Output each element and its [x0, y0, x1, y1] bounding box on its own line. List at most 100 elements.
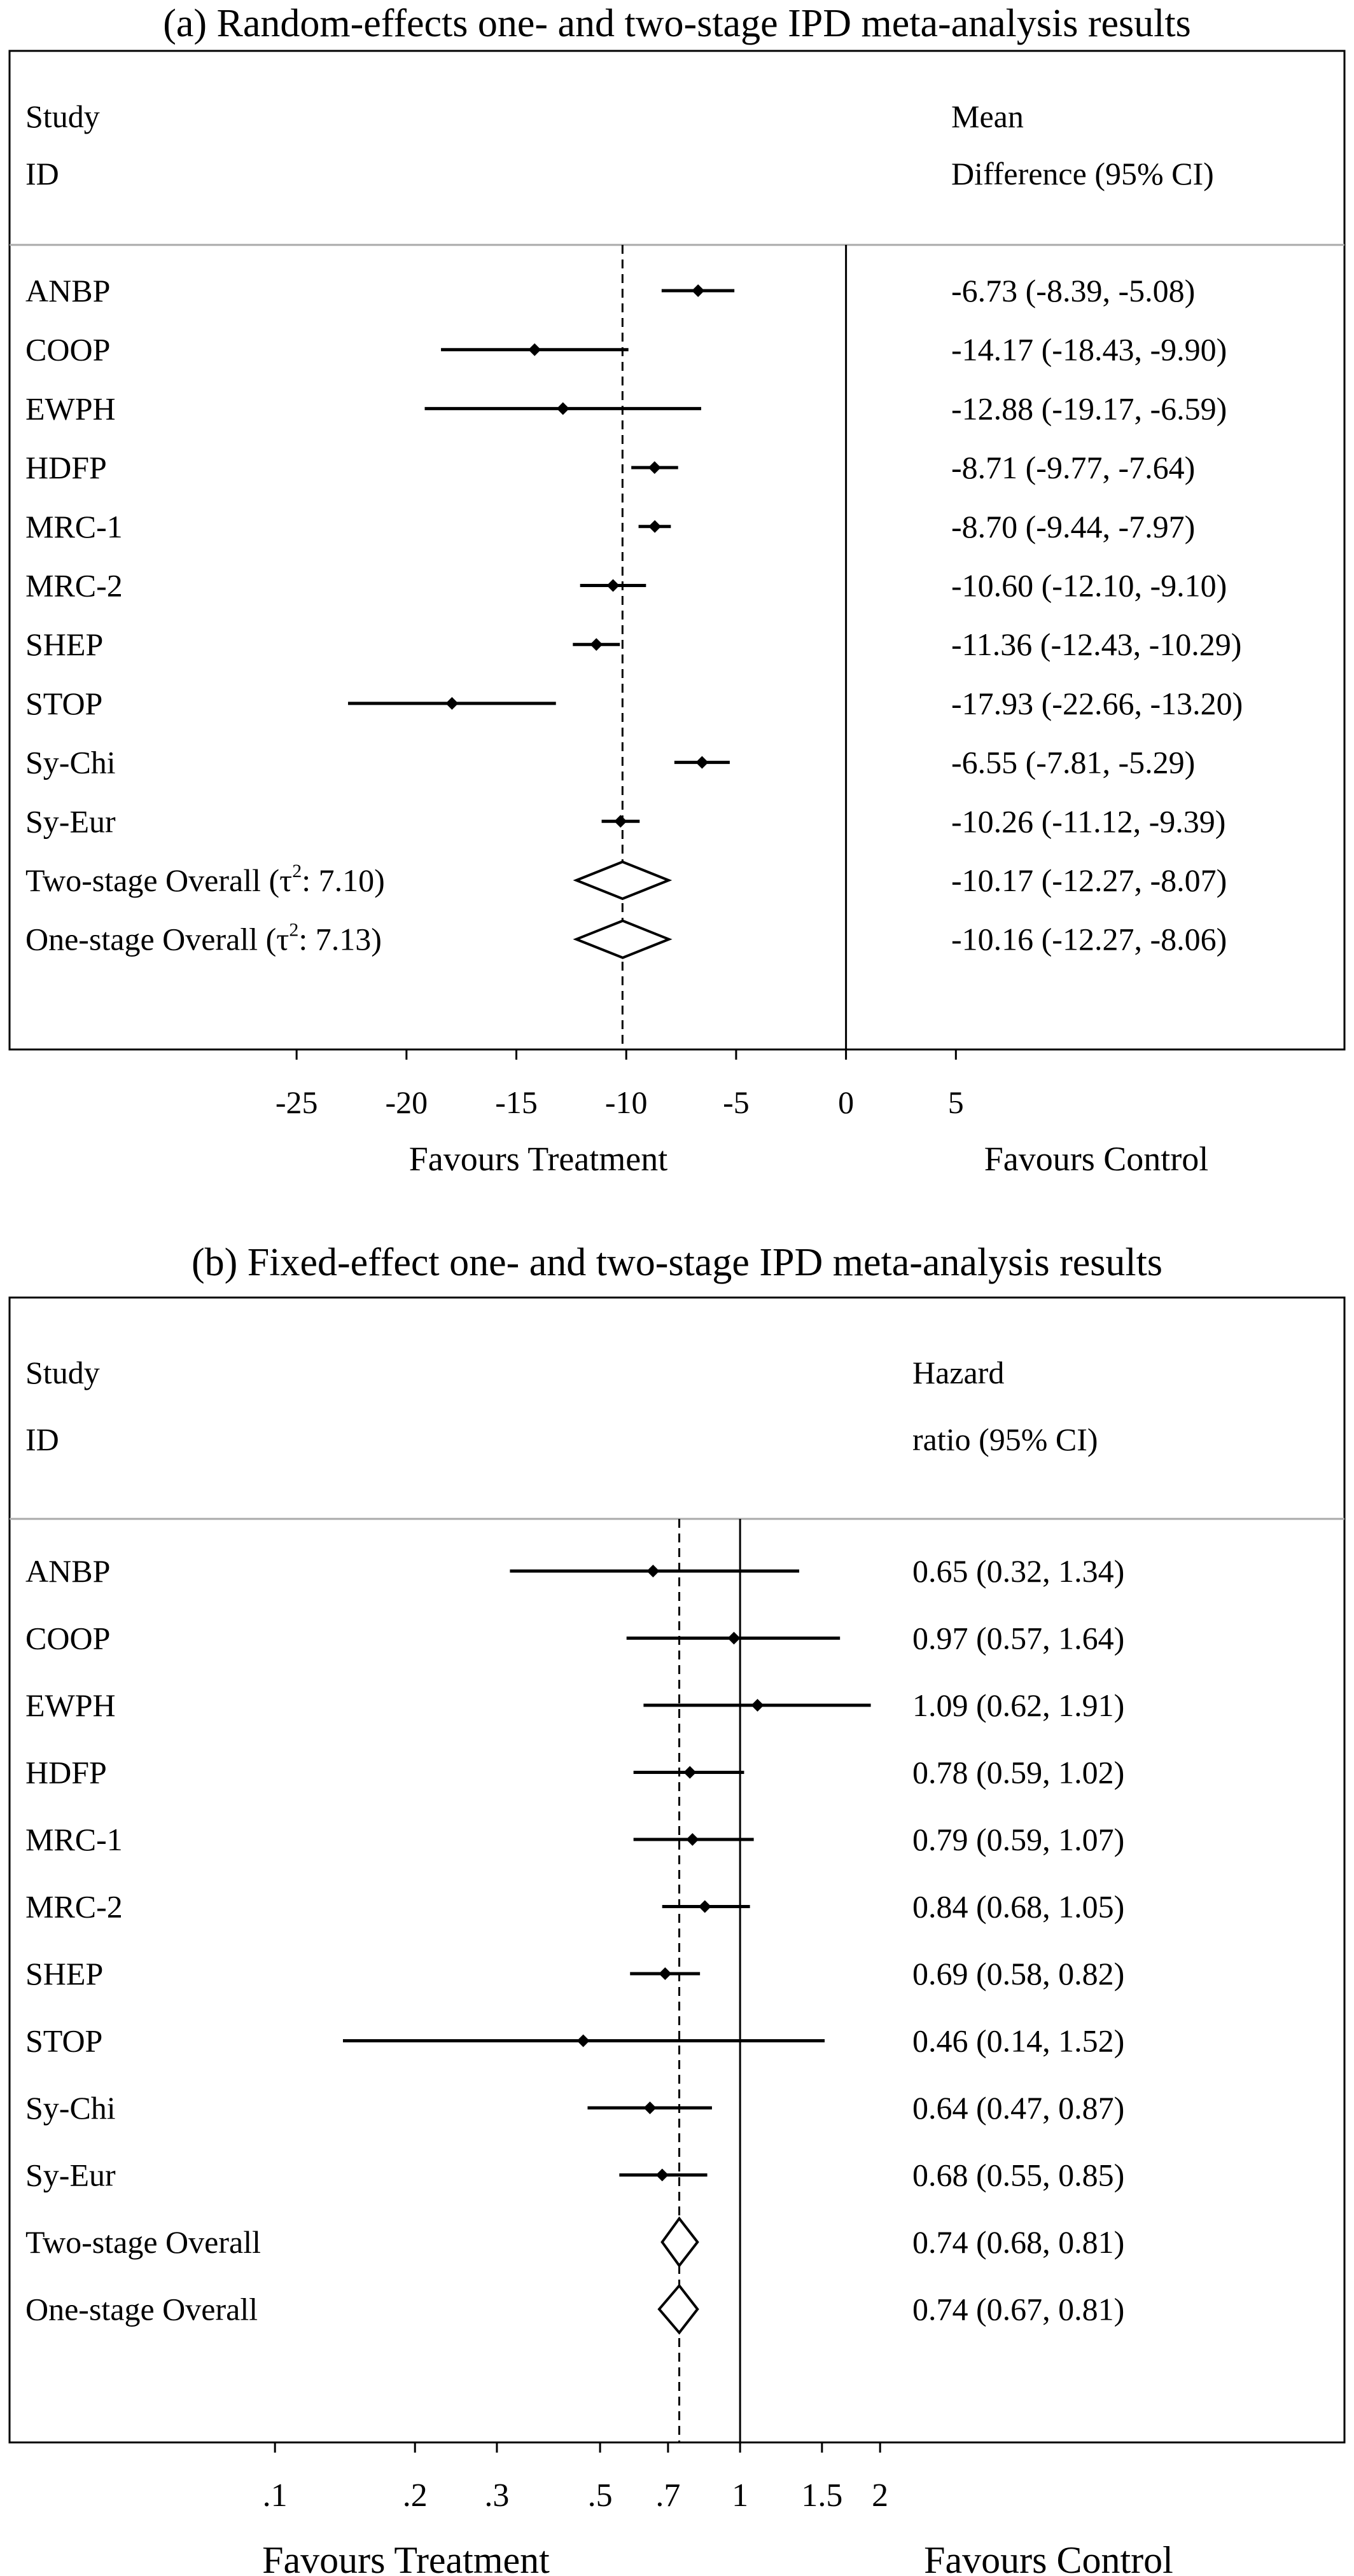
study-label: MRC-2: [25, 1889, 123, 1925]
x-tick-label: .7: [655, 2477, 680, 2514]
x-tick-label: 0: [838, 1084, 854, 1120]
point-estimate-marker: [686, 1833, 699, 1846]
header-left-1: ID: [25, 156, 59, 191]
effect-estimate-text: -10.17 (-12.27, -8.07): [951, 862, 1227, 898]
effect-estimate-text: -8.70 (-9.44, -7.97): [951, 509, 1195, 544]
effect-estimate-text: -12.88 (-19.17, -6.59): [951, 391, 1227, 426]
effect-estimate-text: 0.84 (0.68, 1.05): [912, 1889, 1124, 1925]
effect-estimate-text: 0.78 (0.59, 1.02): [912, 1755, 1124, 1790]
effect-estimate-text: -17.93 (-22.66, -13.20): [951, 686, 1243, 721]
x-tick-label: -25: [276, 1084, 318, 1120]
header-right-0: Hazard: [912, 1355, 1004, 1390]
study-label: MRC-1: [25, 1822, 123, 1857]
point-estimate-marker: [695, 756, 709, 769]
x-tick-label: -20: [386, 1084, 428, 1120]
study-label: Sy-Eur: [25, 803, 116, 839]
point-estimate-marker: [643, 2102, 657, 2114]
x-tick-label: -10: [605, 1084, 648, 1120]
study-label: STOP: [25, 686, 102, 721]
x-tick-label: 2: [872, 2477, 888, 2514]
effect-estimate-text: 0.74 (0.67, 0.81): [912, 2292, 1124, 2327]
study-label: SHEP: [25, 1956, 103, 1991]
header-left-1: ID: [25, 1422, 59, 1457]
effect-estimate-text: 0.64 (0.47, 0.87): [912, 2090, 1124, 2126]
header-right-0: Mean: [951, 99, 1024, 134]
study-label: Two-stage Overall: [25, 2224, 261, 2260]
point-estimate-marker: [698, 1900, 711, 1913]
overall-diamond: [573, 860, 673, 901]
study-label: One-stage Overall: [25, 2292, 258, 2327]
overall-diamond: [573, 919, 673, 959]
effect-estimate-text: 1.09 (0.62, 1.91): [912, 1687, 1124, 1723]
study-label: ANBP: [25, 273, 110, 308]
plot-frame: [8, 1296, 1346, 2444]
point-estimate-marker: [528, 343, 541, 356]
effect-estimate-text: -6.73 (-8.39, -5.08): [951, 273, 1195, 308]
header-left-0: Study: [25, 99, 100, 134]
x-tick-label: -15: [495, 1084, 538, 1120]
study-label: SHEP: [25, 627, 103, 662]
point-estimate-marker: [727, 1631, 741, 1645]
x-tick-label: 5: [948, 1084, 964, 1120]
point-estimate-marker: [751, 1699, 764, 1712]
point-estimate-marker: [556, 402, 569, 415]
header-right-1: Difference (95% CI): [951, 156, 1214, 191]
point-estimate-marker: [648, 520, 662, 533]
panel-a-title: (a) Random-effects one- and two-stage IP…: [163, 2, 1191, 45]
study-label: One-stage Overall (τ2: 7.13): [25, 920, 382, 957]
study-label: Sy-Chi: [25, 745, 116, 780]
point-estimate-marker: [614, 815, 627, 828]
point-estimate-marker: [692, 284, 705, 297]
effect-estimate-text: -10.60 (-12.10, -9.10): [951, 568, 1227, 604]
study-label: Two-stage Overall (τ2: 7.10): [25, 861, 385, 898]
point-estimate-marker: [590, 638, 603, 651]
point-estimate-marker: [646, 1565, 660, 1577]
point-estimate-marker: [576, 2034, 590, 2047]
effect-estimate-text: 0.46 (0.14, 1.52): [912, 2023, 1124, 2059]
panel-a-forest-plot: Study ID Mean Difference (95% CI) ANBP -6.73 …: [8, 50, 1346, 1178]
study-label: COOP: [25, 1621, 110, 1656]
study-label: STOP: [25, 2023, 102, 2059]
study-label: COOP: [25, 332, 110, 368]
x-label-favours-treatment: Favours Treatment: [409, 1140, 668, 1178]
x-tick-label: .2: [403, 2477, 428, 2514]
study-label: ANBP: [25, 1553, 110, 1589]
effect-estimate-text: 0.69 (0.58, 0.82): [912, 1956, 1124, 1991]
header-left-0: Study: [25, 1355, 100, 1390]
study-label: Sy-Eur: [25, 2157, 116, 2193]
overall-diamond: [660, 2216, 699, 2268]
study-label: Sy-Chi: [25, 2090, 116, 2126]
effect-estimate-text: -8.71 (-9.77, -7.64): [951, 450, 1195, 485]
header-right-1: ratio (95% CI): [912, 1422, 1098, 1457]
effect-estimate-text: -6.55 (-7.81, -5.29): [951, 745, 1195, 780]
study-label: HDFP: [25, 1755, 107, 1790]
point-estimate-marker: [683, 1766, 697, 1779]
x-tick-label: 1: [732, 2477, 748, 2514]
effect-estimate-text: -10.26 (-11.12, -9.39): [951, 803, 1225, 839]
plot-frame: [8, 50, 1346, 1051]
point-estimate-marker: [648, 461, 661, 474]
point-estimate-marker: [606, 579, 620, 592]
study-label: MRC-2: [25, 568, 123, 604]
x-label-favours-treatment: Favours Treatment: [262, 2539, 550, 2576]
x-tick-label: 1.5: [801, 2477, 842, 2514]
study-label: HDFP: [25, 450, 107, 485]
study-label: MRC-1: [25, 509, 123, 544]
effect-estimate-text: 0.97 (0.57, 1.64): [912, 1621, 1124, 1656]
effect-estimate-text: 0.68 (0.55, 0.85): [912, 2157, 1124, 2193]
effect-estimate-text: -11.36 (-12.43, -10.29): [951, 627, 1241, 662]
x-label-favours-control: Favours Control: [984, 1140, 1209, 1178]
point-estimate-marker: [655, 2168, 669, 2182]
x-tick-label: .5: [588, 2477, 613, 2514]
overall-diamond: [657, 2283, 699, 2335]
panel-b-title: (b) Fixed-effect one- and two-stage IPD …: [192, 1241, 1162, 1284]
effect-estimate-text: 0.74 (0.68, 0.81): [912, 2224, 1124, 2260]
x-label-favours-control: Favours Control: [924, 2539, 1173, 2576]
study-label: EWPH: [25, 391, 116, 426]
x-tick-label: -5: [723, 1084, 750, 1120]
point-estimate-marker: [659, 1967, 672, 1980]
x-tick-label: .1: [263, 2477, 288, 2514]
effect-estimate-text: -10.16 (-12.27, -8.06): [951, 922, 1227, 957]
effect-estimate-text: -14.17 (-18.43, -9.90): [951, 332, 1227, 368]
